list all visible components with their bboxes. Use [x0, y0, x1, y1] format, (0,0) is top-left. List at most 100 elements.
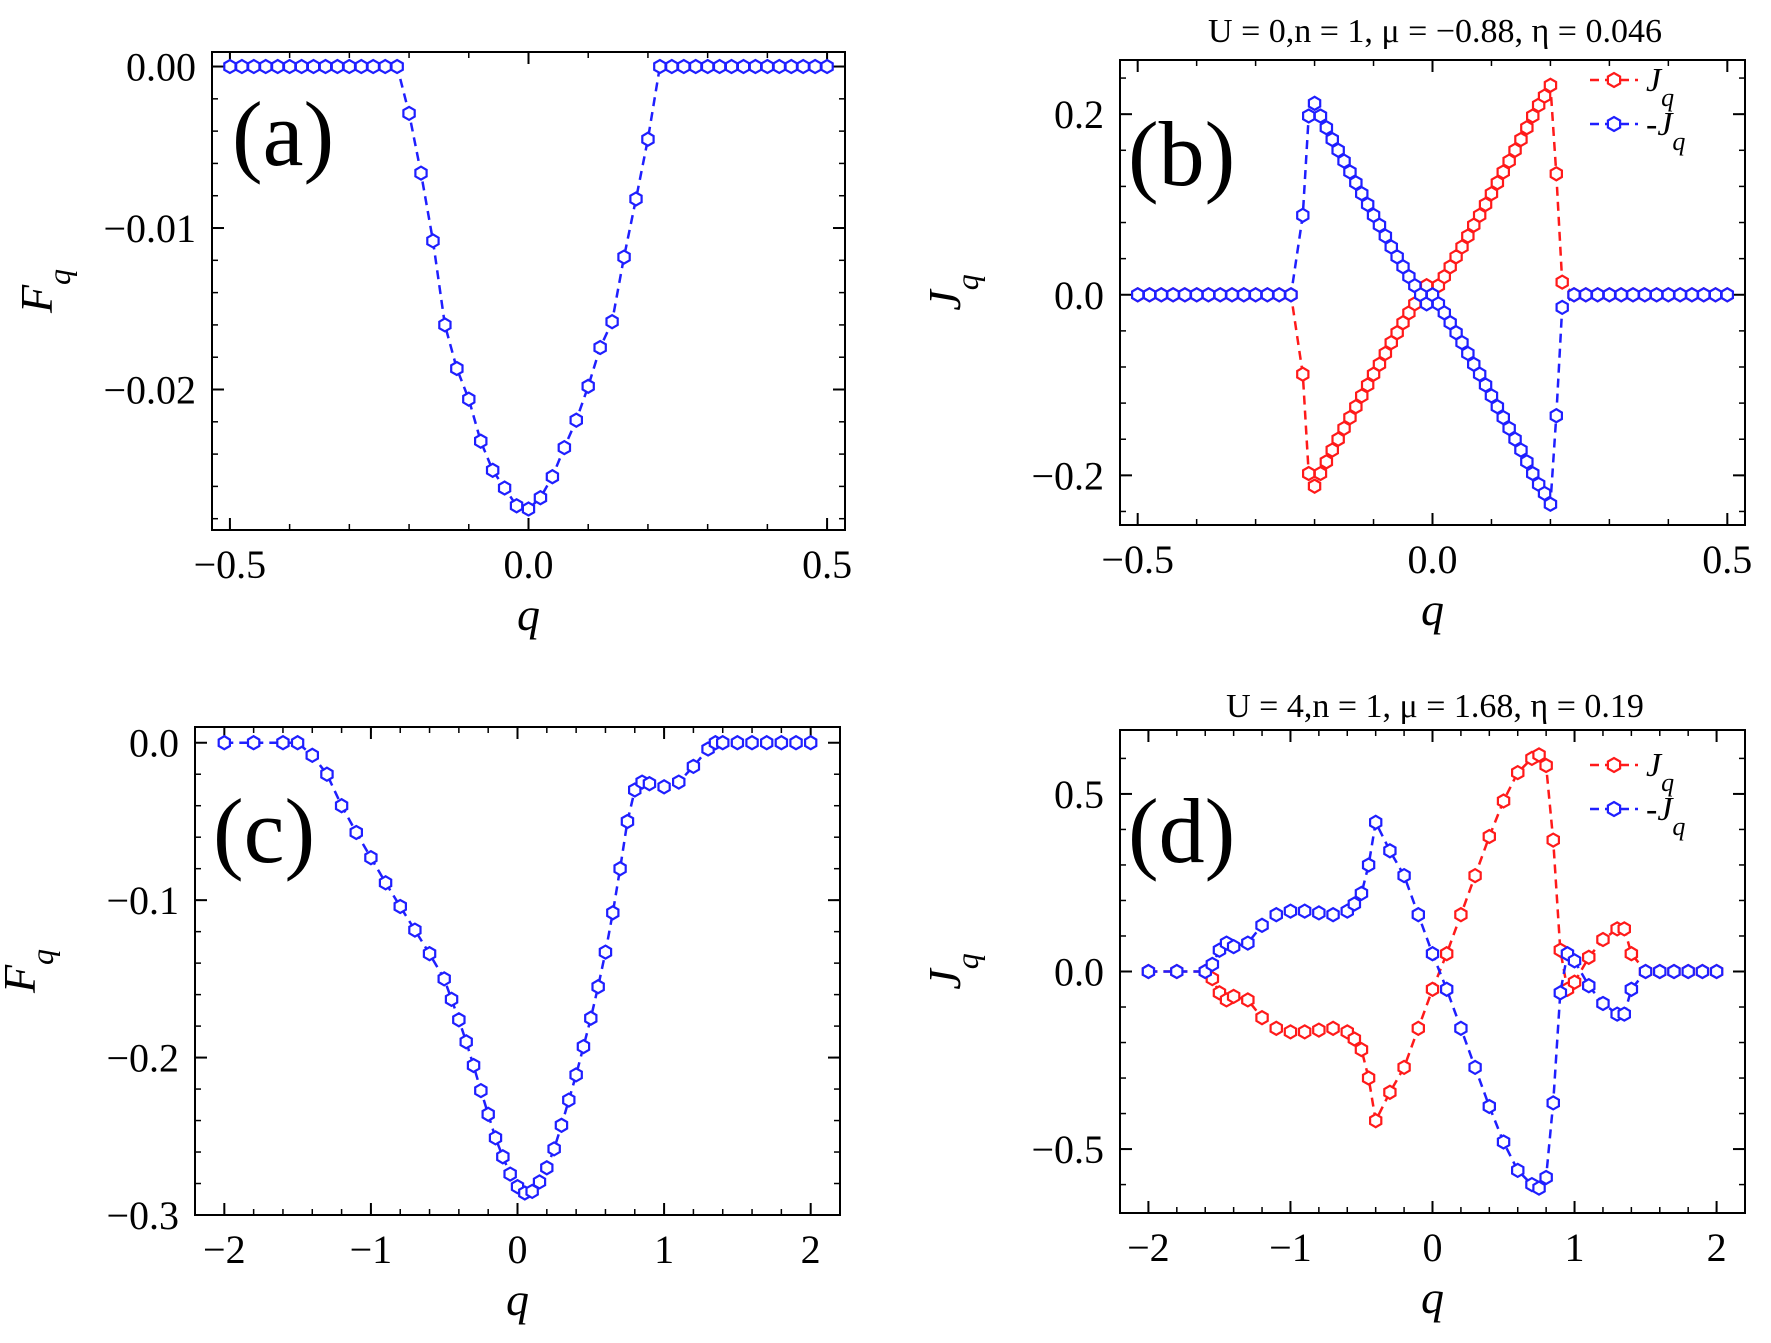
data-point: [1312, 1022, 1326, 1038]
data-point: [1411, 906, 1425, 923]
data-point: [378, 58, 392, 75]
data-point: [545, 468, 560, 485]
data-point: [364, 849, 378, 866]
data-point: [1543, 77, 1558, 94]
data-point: [1543, 496, 1558, 512]
data-point: [1213, 287, 1227, 303]
data-point: [1269, 906, 1283, 923]
data-point: [789, 734, 803, 751]
data-point: [1661, 287, 1676, 303]
data-point: [1455, 239, 1469, 255]
data-point: [1440, 981, 1454, 998]
data-point: [1567, 953, 1582, 969]
y-tick-label: −0.01: [103, 206, 196, 251]
data-point: [1673, 287, 1687, 303]
data-point: [576, 1038, 591, 1055]
data-point: [1166, 287, 1180, 303]
data-point: [1307, 95, 1322, 112]
data-point: [1624, 945, 1639, 962]
data-point: [1482, 828, 1496, 845]
data-point: [1539, 1169, 1553, 1186]
data-point: [1468, 867, 1482, 884]
data-point: [1319, 454, 1334, 470]
y-tick-label: 0.5: [1054, 772, 1104, 817]
data-point: [1496, 793, 1511, 809]
data-point: [1205, 956, 1220, 973]
data-point: [1626, 287, 1640, 303]
data-point: [1189, 287, 1204, 303]
data-point: [330, 58, 345, 75]
y-tick-label: −0.2: [106, 1036, 179, 1081]
data-point: [1667, 963, 1681, 980]
data-point: [642, 775, 657, 792]
data-point: [474, 433, 488, 449]
data-point: [1602, 287, 1617, 303]
legend-marker: [1606, 71, 1622, 89]
x-tick-label: 0.0: [504, 542, 554, 587]
data-point: [1508, 431, 1522, 447]
data-point: [784, 58, 798, 75]
data-point: [474, 1082, 488, 1099]
x-tick-label: 0: [508, 1227, 528, 1272]
data-point: [736, 58, 751, 75]
data-point: [496, 1149, 510, 1165]
data-point: [1313, 465, 1328, 482]
data-point: [1511, 764, 1525, 781]
data-point: [1454, 1020, 1468, 1037]
data-point: [1411, 1020, 1425, 1037]
data-point: [1302, 108, 1316, 124]
data-point: [1313, 108, 1328, 124]
data-point: [1567, 974, 1582, 990]
data-point: [796, 58, 810, 75]
data-point: [246, 734, 261, 751]
data-point: [306, 58, 321, 75]
data-point: [1614, 287, 1628, 303]
data-point: [223, 58, 237, 75]
data-point: [1653, 963, 1667, 980]
data-point: [657, 779, 671, 795]
data-point: [1461, 228, 1475, 244]
data-point: [290, 734, 305, 751]
data-point: [1383, 843, 1397, 859]
data-point: [1297, 1024, 1312, 1040]
data-point: [366, 58, 380, 75]
y-axis-label: Jq: [919, 274, 985, 310]
data-point: [466, 1057, 481, 1074]
data-point: [497, 480, 512, 496]
data-point: [1709, 963, 1724, 980]
data-point: [1532, 747, 1546, 763]
data-point: [1397, 867, 1411, 884]
y-tick-label: 0.0: [1054, 950, 1104, 995]
data-point: [1201, 287, 1216, 303]
series--Jq: [1131, 95, 1734, 512]
y-tick-label: 0.0: [1054, 273, 1104, 318]
x-tick-label: −1: [350, 1227, 393, 1272]
data-point: [294, 58, 309, 75]
legend: Jq-Jq: [1590, 747, 1685, 841]
panel-letter: (c): [213, 780, 315, 882]
panel-a: −0.5 0.0 0.5 0.00 −0.01 −0.02 q Fq (a): [11, 45, 852, 640]
data-point: [414, 165, 428, 181]
data-point: [686, 758, 701, 775]
data-point: [1226, 938, 1241, 955]
data-point: [282, 58, 297, 75]
data-point: [1283, 903, 1298, 919]
data-point: [1326, 906, 1340, 923]
data-point: [1142, 287, 1157, 303]
data-point: [1617, 1006, 1631, 1022]
data-point: [772, 58, 786, 75]
data-point: [745, 734, 759, 751]
panel-letter: (d): [1128, 780, 1235, 882]
legend: Jq-Jq: [1590, 62, 1685, 156]
panel-title: U = 4,n = 1, μ = 1.68, η = 0.19: [1226, 688, 1644, 725]
data-point: [1514, 131, 1528, 148]
data-point: [532, 1174, 547, 1190]
data-point: [1520, 454, 1534, 470]
data-point: [1178, 287, 1192, 303]
data-point: [1681, 963, 1695, 980]
data-point: [629, 191, 643, 207]
data-point: [617, 249, 631, 265]
data-point: [1369, 814, 1383, 831]
data-point: [444, 991, 459, 1008]
